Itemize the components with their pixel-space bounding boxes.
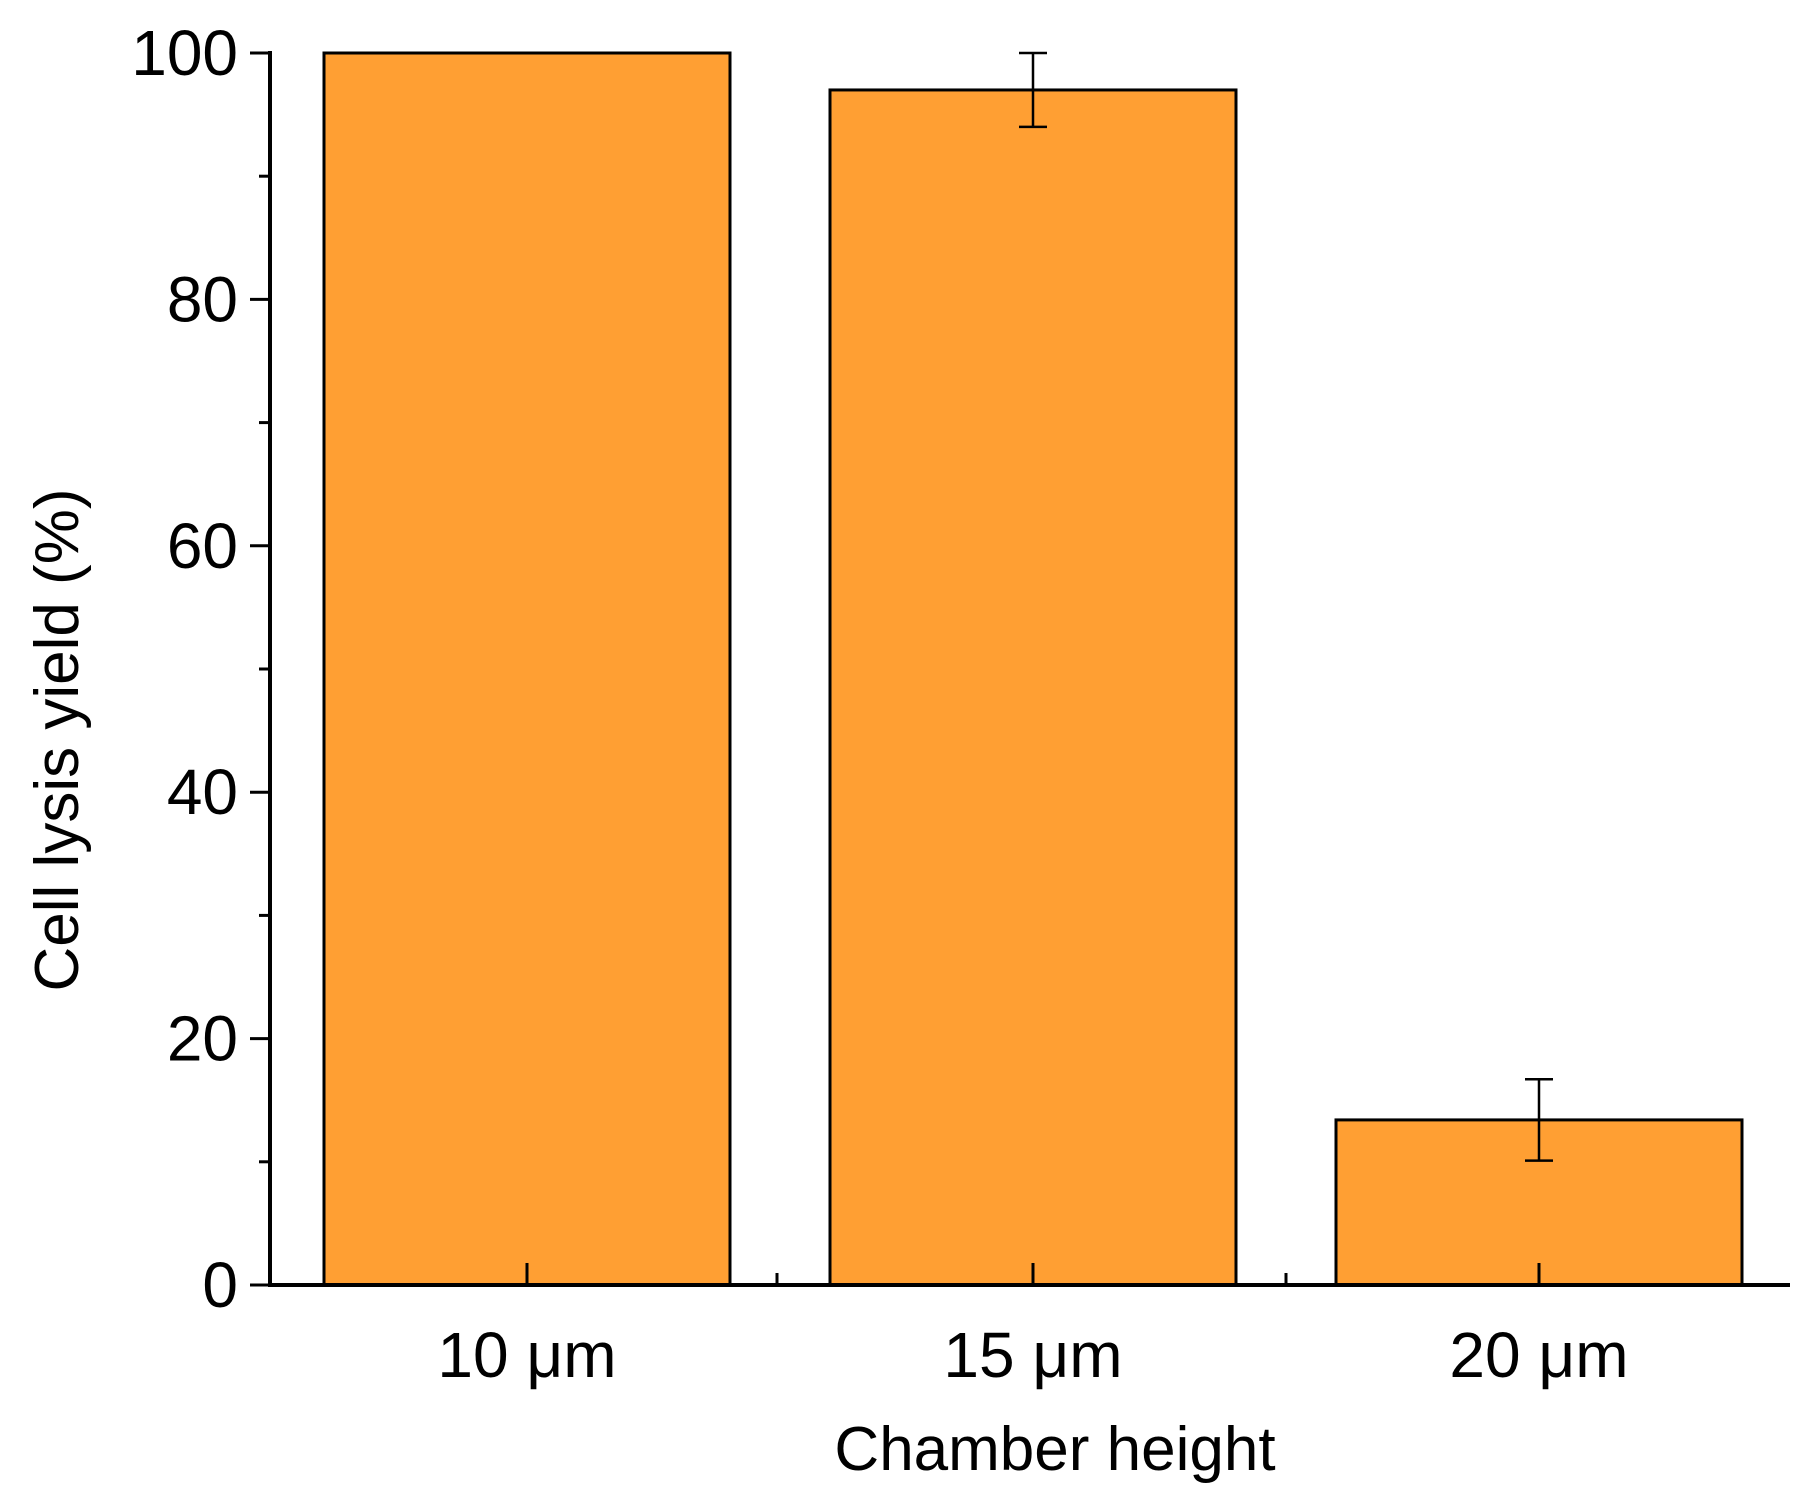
x-tick-label: 20 μm: [1449, 1319, 1628, 1391]
x-tick-label: 10 μm: [437, 1319, 616, 1391]
bar-2: [828, 88, 1238, 1287]
error-bars-group: [1019, 51, 1553, 1162]
x-tick-label: 15 μm: [943, 1319, 1122, 1391]
error-bar-2: [1019, 51, 1047, 129]
x-axis-title: Chamber height: [834, 1415, 1275, 1484]
y-axis-title: Cell lysis yield (%): [23, 489, 92, 992]
y-ticks-group: 0 20 40 60 80 100: [131, 17, 270, 1321]
x-ticks-group: 10 μm 15 μm 20 μm: [437, 1263, 1629, 1391]
error-bar-3: [1525, 1078, 1553, 1162]
y-tick-label: 0: [202, 1249, 238, 1321]
bar-1: [322, 51, 732, 1287]
y-tick-label: 100: [131, 17, 238, 89]
bars-group: [322, 51, 1744, 1287]
y-tick-label: 80: [167, 263, 238, 335]
y-tick-label: 20: [167, 1003, 238, 1075]
y-tick-label: 40: [167, 756, 238, 828]
y-tick-label: 60: [167, 510, 238, 582]
